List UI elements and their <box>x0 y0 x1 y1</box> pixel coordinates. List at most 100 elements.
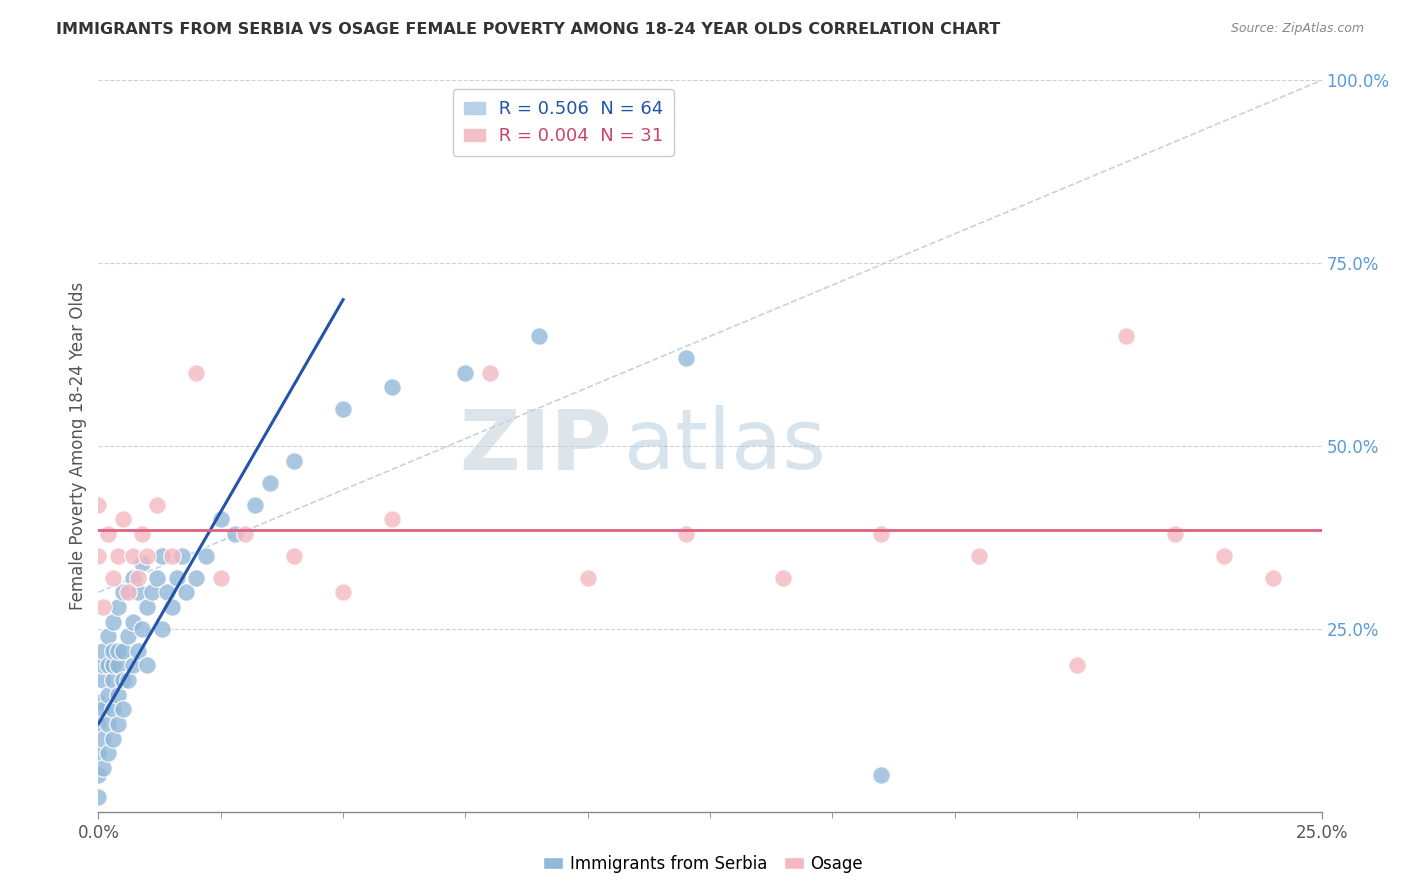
Point <box>101 571 124 585</box>
Point <box>186 571 208 585</box>
Point <box>527 329 550 343</box>
Point <box>101 658 124 673</box>
Point <box>156 585 179 599</box>
Point <box>675 351 697 366</box>
Legend: Immigrants from Serbia, Osage: Immigrants from Serbia, Osage <box>536 848 870 880</box>
Point <box>87 498 110 512</box>
Point <box>381 512 404 526</box>
Point <box>87 695 110 709</box>
Point <box>870 526 893 541</box>
Point <box>101 702 124 716</box>
Point <box>91 599 114 614</box>
Point <box>121 615 143 629</box>
Point <box>91 658 114 673</box>
Point <box>107 644 129 658</box>
Point <box>111 702 134 716</box>
Point <box>127 644 149 658</box>
Point <box>160 599 183 614</box>
Point <box>87 746 110 760</box>
Point <box>1212 549 1234 563</box>
Point <box>131 556 153 570</box>
Point <box>160 549 183 563</box>
Point <box>1164 526 1187 541</box>
Point <box>195 549 218 563</box>
Point <box>243 498 266 512</box>
Point <box>259 475 281 490</box>
Point <box>87 549 110 563</box>
Point <box>91 673 114 687</box>
Point <box>101 615 124 629</box>
Point <box>131 526 153 541</box>
Text: atlas: atlas <box>624 406 827 486</box>
Point <box>87 717 110 731</box>
Point <box>111 585 134 599</box>
Point <box>576 571 599 585</box>
Point <box>136 599 159 614</box>
Point <box>136 658 159 673</box>
Point <box>170 549 193 563</box>
Point <box>91 702 114 716</box>
Point <box>870 768 893 782</box>
Point <box>91 761 114 775</box>
Point <box>150 549 173 563</box>
Point <box>87 768 110 782</box>
Point <box>141 585 163 599</box>
Point <box>209 571 232 585</box>
Point <box>967 549 990 563</box>
Point <box>117 673 139 687</box>
Point <box>283 453 305 467</box>
Point <box>121 549 143 563</box>
Point <box>454 366 477 380</box>
Point <box>332 585 354 599</box>
Point <box>224 526 246 541</box>
Point <box>176 585 198 599</box>
Point <box>117 585 139 599</box>
Legend:  R = 0.506  N = 64,  R = 0.004  N = 31: R = 0.506 N = 64, R = 0.004 N = 31 <box>453 89 673 156</box>
Point <box>146 571 169 585</box>
Point <box>97 658 120 673</box>
Point <box>381 380 404 394</box>
Point <box>97 526 120 541</box>
Point <box>1115 329 1137 343</box>
Point <box>107 717 129 731</box>
Y-axis label: Female Poverty Among 18-24 Year Olds: Female Poverty Among 18-24 Year Olds <box>69 282 87 610</box>
Point <box>127 571 149 585</box>
Point <box>97 717 120 731</box>
Point <box>233 526 256 541</box>
Point <box>101 644 124 658</box>
Point <box>91 731 114 746</box>
Point <box>107 688 129 702</box>
Point <box>478 366 501 380</box>
Point <box>186 366 208 380</box>
Point <box>107 658 129 673</box>
Point <box>121 571 143 585</box>
Point <box>1066 658 1088 673</box>
Point <box>772 571 794 585</box>
Point <box>150 622 173 636</box>
Point <box>111 673 134 687</box>
Point <box>166 571 188 585</box>
Point <box>107 549 129 563</box>
Point <box>97 746 120 760</box>
Point <box>97 629 120 643</box>
Point <box>146 498 169 512</box>
Point <box>136 549 159 563</box>
Point <box>209 512 232 526</box>
Text: IMMIGRANTS FROM SERBIA VS OSAGE FEMALE POVERTY AMONG 18-24 YEAR OLDS CORRELATION: IMMIGRANTS FROM SERBIA VS OSAGE FEMALE P… <box>56 22 1001 37</box>
Point <box>101 673 124 687</box>
Point <box>87 790 110 805</box>
Text: ZIP: ZIP <box>460 406 612 486</box>
Point <box>107 599 129 614</box>
Point <box>1261 571 1284 585</box>
Point <box>121 658 143 673</box>
Point <box>97 688 120 702</box>
Point <box>675 526 697 541</box>
Point <box>283 549 305 563</box>
Point <box>101 731 124 746</box>
Point <box>127 585 149 599</box>
Point <box>111 512 134 526</box>
Point <box>117 629 139 643</box>
Point <box>332 402 354 417</box>
Point <box>91 644 114 658</box>
Point <box>131 622 153 636</box>
